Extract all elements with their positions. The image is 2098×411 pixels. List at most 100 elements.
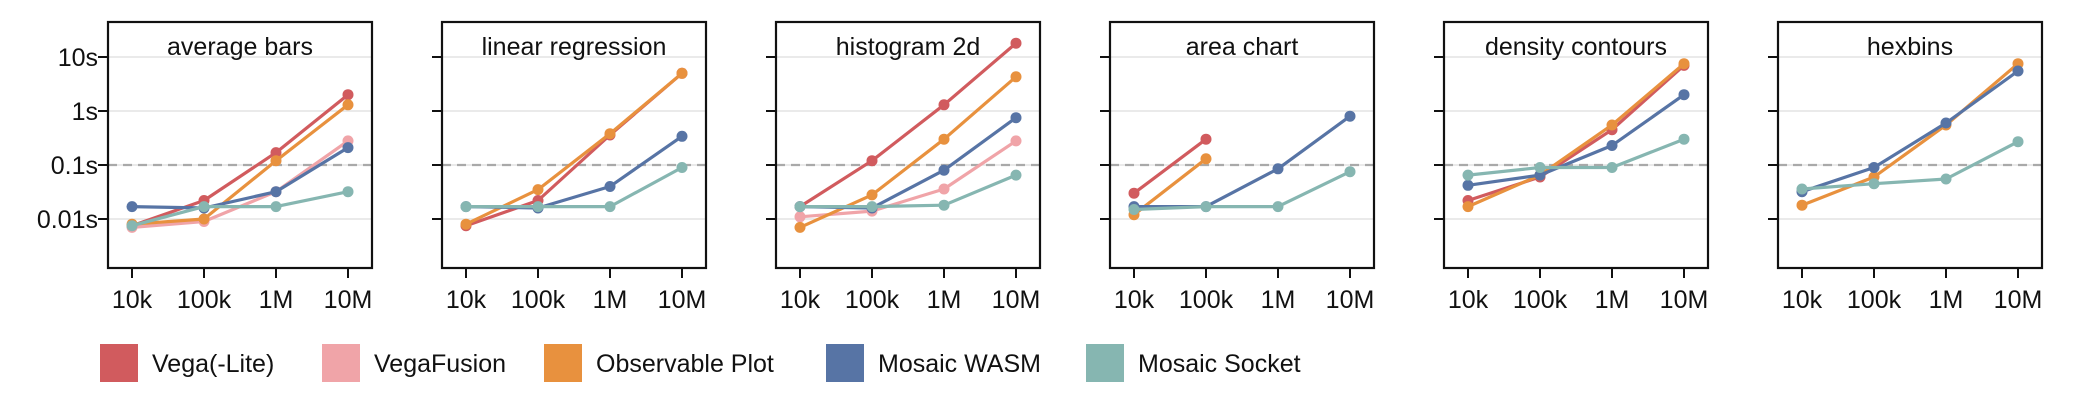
data-point [1010, 37, 1022, 49]
x-tick-label: 10M [992, 286, 1041, 314]
data-point [794, 211, 806, 223]
data-point [938, 133, 950, 145]
series-line [1800, 140, 2020, 191]
y-tick-label: 0.01s [37, 206, 98, 234]
x-tick-label: 10k [1448, 286, 1489, 314]
data-point [342, 186, 354, 198]
panel-title: density contours [1485, 33, 1667, 61]
data-point [460, 218, 472, 230]
data-point [1344, 110, 1356, 122]
data-point [1796, 199, 1808, 211]
data-point [604, 128, 616, 140]
legend-swatch [826, 344, 864, 382]
y-tick-label: 1s [72, 98, 98, 126]
data-point [938, 99, 950, 111]
x-tick-label: 10M [1660, 286, 1709, 314]
series-line [464, 71, 684, 226]
x-tick-label: 1M [1261, 286, 1296, 314]
data-point [604, 201, 616, 213]
data-point [1940, 173, 1952, 185]
data-point [342, 89, 354, 101]
data-point [1272, 201, 1284, 213]
series-line [798, 41, 1018, 209]
data-point [198, 201, 210, 213]
data-point [1462, 201, 1474, 213]
chart-panel-4: area chart 10k 100k 1M 10M [1100, 20, 1376, 314]
x-tick-label: 1M [927, 286, 962, 314]
data-point [270, 201, 282, 213]
data-point [1534, 162, 1546, 173]
x-tick-label: 10M [1994, 286, 2043, 314]
data-point [676, 67, 688, 79]
x-tick-label: 100k [511, 286, 566, 314]
panel-frame [1442, 20, 1710, 270]
data-point [1128, 204, 1140, 215]
series-line [1466, 93, 1686, 187]
y-axis-labels: 10s 1s 0.1s 0.01s [37, 44, 98, 234]
chart-panel-2: linear regression 10k 100k 1M 10M [432, 20, 708, 314]
series-line [1466, 137, 1686, 177]
data-point [1678, 89, 1690, 101]
series-line [1466, 63, 1686, 203]
data-point [1200, 201, 1212, 213]
data-point [676, 130, 688, 142]
y-tick-label: 10s [58, 44, 98, 72]
series-line [1800, 69, 2020, 194]
x-tick-label: 100k [1513, 286, 1568, 314]
data-point [1868, 162, 1880, 173]
legend-label: Vega(-Lite) [152, 350, 274, 378]
x-tick-label: 1M [1595, 286, 1630, 314]
legend: Vega(-Lite) VegaFusion Observable Plot Mosa… [100, 344, 1301, 382]
data-point [270, 186, 282, 198]
data-point [1010, 135, 1022, 147]
legend-item: Observable Plot [544, 344, 774, 382]
legend-label: Mosaic Socket [1138, 350, 1301, 378]
data-point [342, 142, 354, 154]
legend-item: Vega(-Lite) [100, 344, 274, 382]
data-point [270, 155, 282, 167]
data-point [1010, 112, 1022, 124]
x-tick-label: 10k [112, 286, 153, 314]
x-tick-label: 10k [446, 286, 487, 314]
data-point [866, 189, 878, 201]
panel-title: average bars [167, 33, 313, 61]
data-point [1868, 178, 1880, 190]
data-point [1678, 133, 1690, 145]
data-point [270, 147, 282, 159]
data-point [1606, 140, 1618, 151]
series-line [130, 103, 350, 226]
data-point [2012, 136, 2024, 148]
data-point [1200, 133, 1212, 145]
legend-swatch [1086, 344, 1124, 382]
series-line [1800, 62, 2020, 207]
series-line [130, 190, 350, 228]
series-line [798, 139, 1018, 219]
data-point [938, 199, 950, 211]
series-line [1132, 114, 1352, 209]
x-tick-label: 10M [658, 286, 707, 314]
data-point [1940, 117, 1952, 129]
series-line [130, 93, 350, 228]
legend-label: Observable Plot [596, 350, 774, 378]
x-tick-label: 1M [1929, 286, 1964, 314]
legend-label: Mosaic WASM [878, 350, 1041, 378]
data-point [866, 201, 878, 213]
series-line [464, 71, 684, 228]
legend-swatch [544, 344, 582, 382]
legend-item: Mosaic Socket [1086, 344, 1301, 382]
data-point [866, 155, 878, 167]
data-point [1462, 179, 1474, 191]
series-line [130, 146, 350, 210]
data-point [1010, 71, 1022, 83]
data-point [460, 201, 472, 213]
x-tick-label: 10M [324, 286, 373, 314]
data-point [676, 162, 688, 173]
data-point [1462, 169, 1474, 181]
data-point [1272, 163, 1284, 175]
data-point [604, 181, 616, 192]
x-tick-label: 10k [1782, 286, 1823, 314]
panel-frame [774, 20, 1042, 270]
data-point [2012, 65, 2024, 77]
